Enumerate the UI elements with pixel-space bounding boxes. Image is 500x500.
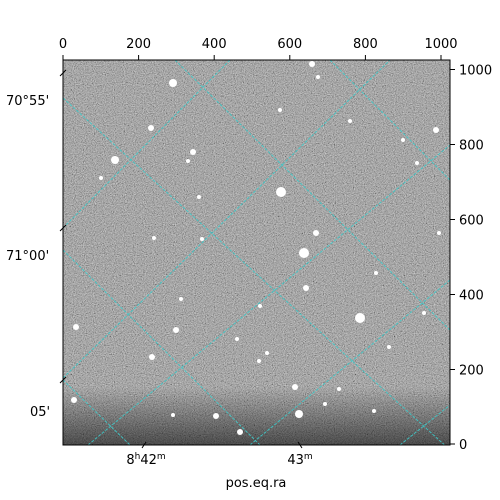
right-tick-label: 400 bbox=[459, 289, 484, 304]
top-tick-label: 600 bbox=[277, 37, 302, 52]
top-tick-label: 400 bbox=[202, 37, 227, 52]
star bbox=[374, 271, 378, 275]
star bbox=[323, 402, 327, 406]
star bbox=[148, 125, 154, 131]
star bbox=[316, 75, 320, 79]
right-tick-label: 600 bbox=[459, 214, 484, 229]
short-diagonal-tick bbox=[297, 441, 303, 449]
star bbox=[71, 397, 77, 403]
star bbox=[197, 195, 201, 199]
bottom-axis: 8h42m 43m pos.eq.ra bbox=[126, 441, 313, 491]
top-tick-label: 1000 bbox=[424, 37, 457, 52]
grid-line bbox=[399, 404, 450, 445]
star bbox=[309, 61, 315, 67]
dec-label: 71°00' bbox=[6, 249, 49, 264]
star bbox=[149, 354, 155, 360]
coordinate-grid bbox=[63, 60, 450, 445]
star bbox=[190, 149, 196, 155]
star bbox=[111, 156, 119, 164]
star bbox=[257, 359, 261, 363]
star bbox=[265, 351, 269, 355]
right-tick-label: 800 bbox=[459, 139, 484, 154]
star-field bbox=[71, 61, 441, 435]
star bbox=[401, 138, 405, 142]
right-axis: 0 200 400 600 800 1000 bbox=[450, 64, 492, 453]
grid-line bbox=[87, 144, 450, 445]
top-axis: 0 200 400 600 800 1000 bbox=[59, 37, 458, 60]
star bbox=[433, 127, 439, 133]
short-diagonal-tick bbox=[59, 69, 67, 77]
plot-frame bbox=[62, 59, 451, 446]
left-axis: 70°55' 71°00' 05' bbox=[6, 69, 67, 420]
star bbox=[186, 159, 190, 163]
star bbox=[173, 327, 179, 333]
short-diagonal-tick bbox=[141, 441, 147, 449]
right-tick-label: 200 bbox=[459, 364, 484, 379]
star bbox=[73, 324, 79, 330]
star bbox=[437, 231, 441, 235]
star bbox=[292, 384, 298, 390]
grid-line bbox=[63, 60, 231, 229]
star bbox=[299, 248, 309, 258]
top-tick-label: 200 bbox=[126, 37, 151, 52]
top-tick-label: 0 bbox=[59, 37, 67, 52]
right-tick-label: 1000 bbox=[459, 64, 492, 79]
short-diagonal-tick bbox=[59, 376, 67, 384]
star bbox=[348, 119, 352, 123]
grid-line bbox=[174, 60, 450, 331]
star bbox=[237, 429, 243, 435]
star bbox=[171, 413, 175, 417]
short-diagonal-tick bbox=[59, 224, 67, 232]
star bbox=[303, 285, 309, 291]
grid-line bbox=[249, 279, 450, 445]
ra-label: 43m bbox=[287, 452, 312, 468]
top-tick-label: 800 bbox=[353, 37, 378, 52]
sky-image bbox=[63, 60, 450, 445]
dec-label: 70°55' bbox=[6, 94, 49, 109]
star bbox=[387, 345, 391, 349]
star bbox=[152, 236, 156, 240]
grid-line bbox=[329, 60, 450, 181]
star bbox=[213, 413, 219, 419]
star bbox=[258, 304, 262, 308]
star bbox=[278, 108, 282, 112]
star bbox=[235, 337, 239, 341]
star bbox=[295, 410, 303, 418]
grid-line bbox=[63, 249, 261, 445]
star bbox=[179, 297, 183, 301]
grid-line bbox=[63, 97, 446, 445]
star bbox=[99, 176, 103, 180]
star bbox=[422, 311, 426, 315]
star bbox=[313, 230, 319, 236]
x-axis-title: pos.eq.ra bbox=[226, 476, 287, 491]
grid-line bbox=[63, 60, 391, 379]
dec-label: 05' bbox=[30, 405, 50, 420]
star bbox=[415, 161, 419, 165]
star bbox=[169, 79, 177, 87]
star bbox=[276, 187, 286, 197]
right-tick-label: 0 bbox=[459, 438, 467, 453]
star bbox=[355, 313, 365, 323]
ra-label: 8h42m bbox=[126, 452, 165, 468]
star bbox=[372, 409, 376, 413]
star bbox=[337, 387, 341, 391]
star bbox=[200, 237, 204, 241]
grid-line bbox=[63, 379, 131, 445]
